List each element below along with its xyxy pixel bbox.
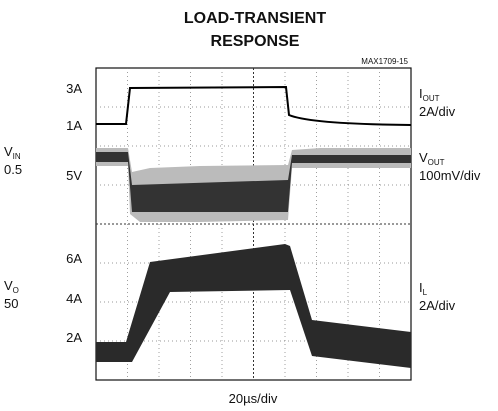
clipped-label: 0.5	[4, 162, 22, 177]
clipped-label: 50	[4, 296, 18, 311]
vout-trace	[96, 152, 411, 212]
level-label: 2A	[66, 330, 82, 345]
level-label: 5V	[66, 168, 82, 183]
scope-screen	[95, 67, 412, 381]
channel-label: IL	[419, 280, 428, 297]
figure-id: MAX1709-15	[361, 57, 408, 66]
channel-scale: 100mV/div	[419, 168, 481, 183]
iout-trace	[96, 85, 412, 126]
level-label: 4A	[66, 291, 82, 306]
level-label: 3A	[66, 81, 82, 96]
title-line: RESPONSE	[211, 33, 300, 50]
clipped-label: VO	[4, 278, 19, 295]
left-labels: 3A 1A 5V 6A 4A 2A	[66, 81, 82, 345]
level-label: 6A	[66, 251, 82, 266]
il-trace	[96, 244, 411, 368]
clipped-label: VIN	[4, 144, 21, 161]
channel-scale: 2A/div	[419, 104, 456, 119]
channel-scale: 2A/div	[419, 298, 456, 313]
time-scale: 20µs/div	[229, 391, 278, 406]
channel-label: VOUT	[419, 150, 445, 167]
title-line: LOAD-TRANSIENT	[184, 10, 326, 27]
channel-label: IOUT	[419, 86, 440, 103]
right-labels: IOUT 2A/div VOUT 100mV/div IL 2A/div	[419, 86, 481, 313]
level-label: 1A	[66, 118, 82, 133]
clipped-labels: VIN 0.5 VO 50	[4, 144, 22, 311]
